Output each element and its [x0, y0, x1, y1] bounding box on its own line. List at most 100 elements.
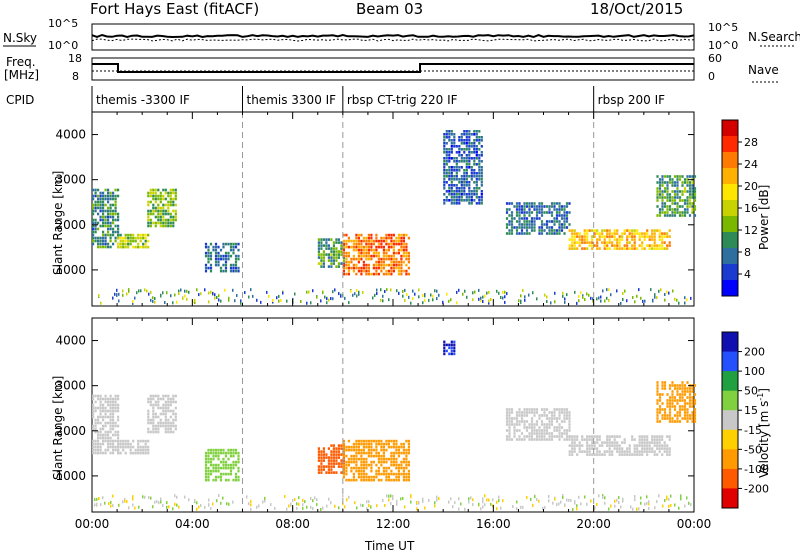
data-cell: [538, 202, 541, 205]
data-cell: [387, 445, 390, 449]
data-cell: [456, 290, 458, 294]
data-cell: [157, 209, 160, 213]
data-cell: [453, 196, 456, 199]
data-cell: [663, 411, 667, 414]
data-cell: [372, 478, 375, 482]
data-cell: [666, 393, 669, 396]
data-cell: [558, 502, 560, 506]
data-cell: [330, 456, 333, 459]
data-cell: [583, 247, 586, 250]
power-data: [92, 130, 697, 305]
data-cell: [643, 235, 646, 238]
data-cell: [608, 288, 610, 292]
data-cell: [586, 235, 589, 238]
data-cell: [320, 253, 323, 256]
data-cell: [686, 190, 689, 193]
data-cell: [147, 245, 150, 249]
data-cell: [204, 475, 208, 479]
data-cell: [347, 236, 350, 240]
data-cell: [94, 230, 97, 234]
data-cell: [520, 226, 524, 229]
data-cell: [382, 248, 385, 252]
data-cell: [224, 472, 228, 476]
data-cell: [174, 218, 177, 222]
data-cell: [102, 406, 105, 410]
data-cell: [546, 295, 548, 299]
data-cell: [515, 205, 519, 208]
data-cell: [678, 399, 682, 402]
data-cell: [684, 296, 686, 300]
data-cell: [661, 199, 664, 202]
data-cell: [127, 236, 130, 240]
data-cell: [107, 430, 110, 434]
data-cell: [528, 208, 531, 211]
data-cell: [107, 433, 110, 437]
data-cell: [385, 442, 388, 446]
data-cell: [518, 411, 521, 414]
data-cell: [174, 209, 177, 213]
data-cell: [608, 507, 610, 511]
data-cell: [325, 247, 328, 250]
data-cell: [345, 257, 348, 261]
data-cell: [600, 299, 602, 303]
data-cell: [144, 242, 147, 246]
data-cell: [523, 211, 526, 214]
data-cell: [222, 466, 225, 470]
data-cell: [174, 197, 177, 201]
data-cell: [200, 503, 202, 507]
data-cell: [586, 435, 589, 438]
data-cell: [502, 296, 504, 300]
data-cell: [513, 426, 516, 429]
data-cell: [666, 402, 669, 405]
data-cell: [622, 298, 624, 301]
data-cell: [574, 290, 576, 294]
data-cell: [683, 399, 687, 402]
data-cell: [224, 454, 228, 458]
data-cell: [380, 478, 383, 482]
data-cell: [400, 239, 403, 243]
data-cell: [237, 257, 240, 261]
data-cell: [450, 157, 453, 160]
data-cell: [583, 438, 586, 441]
data-cell: [453, 352, 456, 356]
colorbar-swatch: [722, 390, 738, 411]
data-cell: [623, 441, 626, 444]
data-cell: [646, 435, 649, 438]
data-cell: [152, 397, 155, 401]
data-cell: [232, 463, 235, 467]
data-cell: [112, 418, 115, 422]
data-cell: [616, 444, 619, 447]
data-cell: [594, 506, 596, 510]
data-cell: [608, 435, 611, 438]
data-cell: [623, 453, 626, 456]
data-cell: [137, 451, 140, 455]
data-cell: [545, 426, 549, 429]
data-cell: [558, 426, 561, 429]
data-cell: [573, 444, 576, 447]
data-cell: [102, 221, 105, 225]
data-cell: [390, 245, 393, 249]
data-cell: [463, 142, 466, 145]
data-cell: [102, 200, 105, 204]
data-cell: [94, 445, 97, 449]
data-cell: [681, 384, 684, 387]
data-cell: [628, 447, 631, 450]
data-cell: [453, 166, 456, 169]
data-cell: [593, 447, 596, 450]
data-cell: [463, 193, 466, 196]
data-cell: [613, 229, 616, 232]
data-cell: [448, 139, 451, 142]
data-cell: [152, 427, 155, 431]
data-cell: [686, 181, 689, 184]
data-cell: [530, 211, 534, 214]
data-cell: [342, 244, 345, 247]
data-cell: [402, 472, 405, 476]
data-cell: [340, 253, 343, 256]
data-cell: [656, 408, 659, 411]
data-cell: [207, 469, 210, 473]
data-cell: [586, 502, 588, 506]
data-cell: [463, 184, 466, 187]
data-cell: [613, 441, 616, 444]
data-cell: [149, 212, 152, 216]
data-cell: [99, 403, 102, 407]
